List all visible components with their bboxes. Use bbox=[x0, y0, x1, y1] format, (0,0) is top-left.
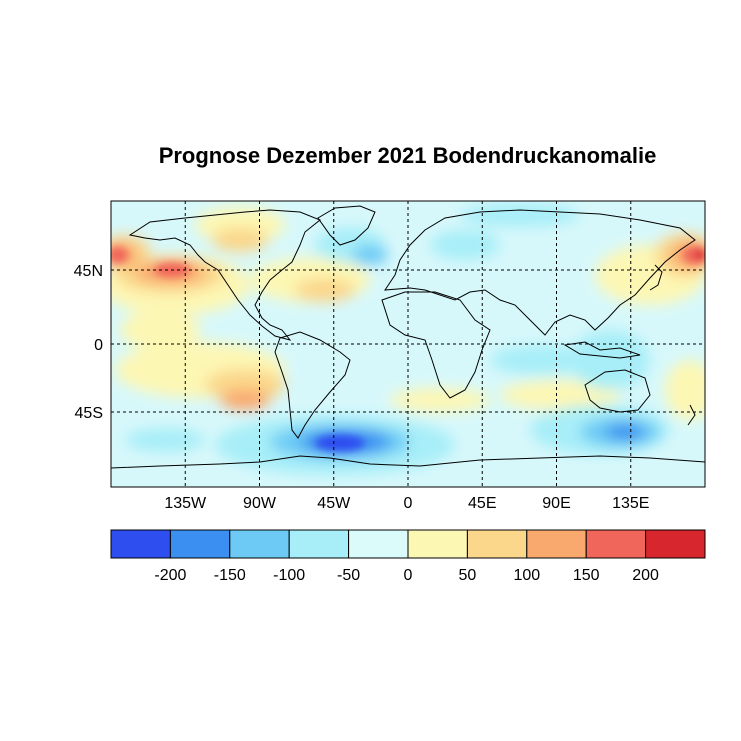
lon-tick-label: 45E bbox=[468, 495, 496, 512]
coastline-indonesia bbox=[563, 341, 641, 359]
coastline-north-america bbox=[128, 209, 321, 341]
colorbar-swatch bbox=[169, 529, 231, 559]
colorbar-label: -200 bbox=[154, 567, 186, 584]
colorbar-swatch bbox=[407, 529, 468, 559]
coastline-antarctica bbox=[111, 455, 705, 469]
lat-tick-label: 45N bbox=[74, 263, 103, 280]
lon-tick-label: 135E bbox=[612, 495, 649, 512]
colorbar-swatch bbox=[526, 529, 587, 559]
colorbar-label: -50 bbox=[337, 567, 360, 584]
coastline-south-america bbox=[274, 331, 351, 439]
colorbar-swatch bbox=[110, 529, 171, 559]
lon-tick-label: 90E bbox=[542, 495, 570, 512]
colorbar-swatch bbox=[288, 529, 350, 559]
lat-tick-label: 0 bbox=[94, 337, 103, 354]
lon-tick-labels: 135W 90W 45W 0 45E 90E 135E bbox=[164, 495, 649, 512]
colorbar-swatch bbox=[466, 529, 528, 559]
map-frame bbox=[110, 200, 706, 488]
anomaly-field bbox=[111, 201, 705, 487]
coastline-australia bbox=[584, 369, 651, 413]
lat-tick-labels: 45N 0 45S bbox=[74, 263, 103, 422]
colorbar-label: 100 bbox=[513, 567, 540, 584]
colorbar-label: 0 bbox=[404, 567, 413, 584]
colorbar-swatch bbox=[229, 529, 290, 559]
coastline-eurasia bbox=[384, 209, 696, 336]
colorbar-swatch bbox=[585, 529, 647, 559]
colorbar-label: -150 bbox=[214, 567, 246, 584]
lon-tick-label: 135W bbox=[164, 495, 207, 512]
lon-tick-label: 0 bbox=[404, 495, 413, 512]
map-title: Prognose Dezember 2021 Bodendruckanomali… bbox=[158, 143, 657, 168]
colorbar-swatch bbox=[645, 529, 706, 559]
coastline-africa bbox=[381, 291, 491, 399]
colorbar-label: -100 bbox=[273, 567, 305, 584]
colorbar-swatch bbox=[348, 529, 409, 559]
graticule bbox=[111, 201, 705, 487]
lat-tick-label: 45S bbox=[75, 405, 103, 422]
colorbar: -200 -150 -100 -50 0 50 100 150 200 bbox=[110, 529, 706, 584]
colorbar-label: 50 bbox=[459, 567, 477, 584]
lon-tick-label: 90W bbox=[243, 495, 277, 512]
colorbar-label: 150 bbox=[573, 567, 600, 584]
colorbar-label: 200 bbox=[632, 567, 659, 584]
lon-tick-label: 45W bbox=[317, 495, 351, 512]
